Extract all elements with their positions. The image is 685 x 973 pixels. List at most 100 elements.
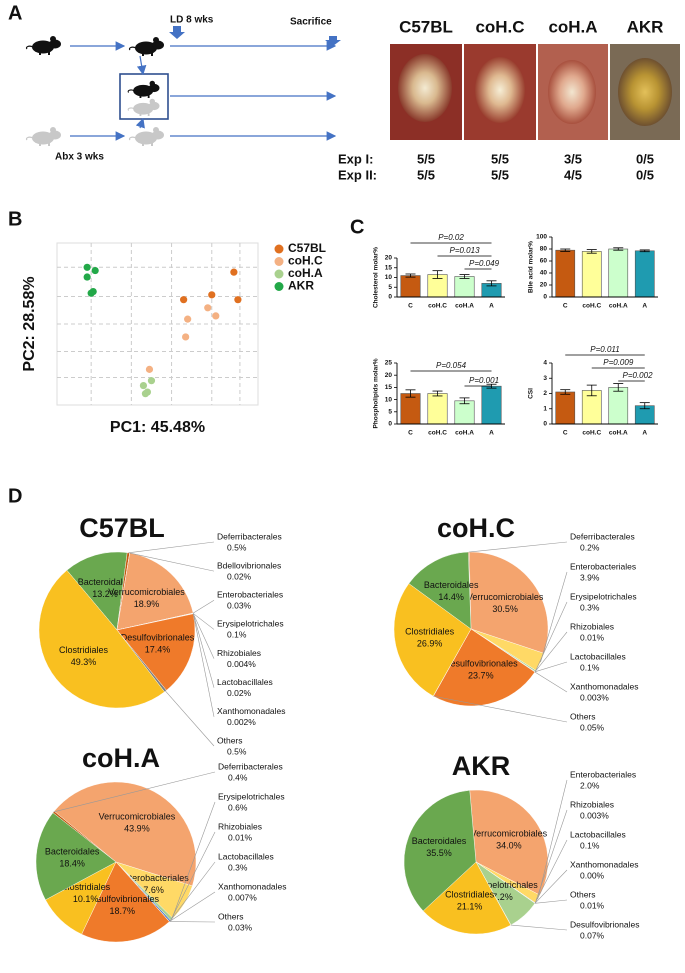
- point: [182, 333, 190, 341]
- x-tick-label: A: [489, 303, 494, 310]
- slice-label: Desulfovibrionales: [85, 894, 159, 904]
- slice-label: Xanthomonadales: [570, 859, 639, 869]
- slice-value: 18.9%: [134, 599, 160, 609]
- slice-label: Rhizobiales: [218, 821, 262, 831]
- slice-label: Deferribacterales: [570, 531, 635, 541]
- x-tick-label: C: [563, 430, 568, 437]
- point: [147, 377, 156, 385]
- pie-slice: [403, 790, 477, 912]
- leader-line: [535, 601, 568, 672]
- y-axis-label: Phospholipids molar%: [373, 358, 380, 428]
- slice-label: Lactobacillales: [217, 677, 273, 687]
- legend-label: AKR: [288, 279, 314, 293]
- pie-slice: [422, 861, 511, 935]
- leader-line: [129, 552, 215, 572]
- error-bar: [405, 273, 416, 278]
- error-bar: [586, 384, 597, 397]
- point: [139, 381, 148, 390]
- point: [83, 273, 91, 281]
- p-value: P=0.054: [436, 361, 467, 370]
- x-tick-label: coH.C: [428, 303, 447, 310]
- error-bar: [459, 274, 470, 279]
- slice-label: Enterobacteriales: [570, 561, 636, 571]
- leader-line: [169, 891, 216, 922]
- panel-label: D: [8, 485, 22, 507]
- y-axis-label: Bile acid molar%: [528, 241, 535, 293]
- y-tick-label: 100: [536, 234, 547, 241]
- slice-value: 13.2%: [92, 589, 118, 599]
- leader-line: [193, 613, 215, 688]
- y-tick-label: 20: [540, 282, 548, 289]
- schematic: [25, 26, 341, 146]
- x-tick-label: C: [563, 303, 568, 310]
- panel-label: B: [8, 208, 22, 230]
- point: [184, 315, 192, 323]
- p-value: P=0.011: [590, 345, 619, 354]
- slice-value: 21.1%: [457, 901, 483, 911]
- y-tick-label: 0: [388, 294, 392, 301]
- slice-value: 0.1%: [580, 662, 600, 672]
- slice-value: 0.02%: [227, 571, 252, 581]
- bar: [454, 400, 475, 425]
- pie-slice: [81, 861, 170, 943]
- p-value: P=0.013: [449, 246, 480, 255]
- y-tick-label: 15: [385, 264, 393, 271]
- leader-line: [169, 861, 216, 922]
- y-tick-label: 4: [543, 360, 547, 367]
- y-tick-label: 20: [385, 255, 393, 262]
- p-value: P=0.049: [469, 259, 500, 268]
- slice-label: Enterobacteriales: [119, 873, 190, 883]
- leader-line: [534, 839, 568, 904]
- bar: [555, 249, 576, 298]
- slice-value: 0.07%: [580, 930, 605, 940]
- panel-label: C: [350, 216, 364, 238]
- y-tick-label: 5: [388, 409, 392, 416]
- slice-value: 18.7%: [110, 906, 136, 916]
- slice-label: Desulfovibrionales: [121, 633, 195, 643]
- x-tick-label: C: [408, 303, 413, 310]
- slice-label: Clostridiales: [445, 889, 495, 899]
- slice-value: 18.4%: [59, 859, 85, 869]
- slice-value: 0.03%: [227, 601, 252, 611]
- p-value: P=0.002: [622, 371, 653, 380]
- slice-label: Verrucomicrobiales: [471, 828, 548, 838]
- slice-value: 43.9%: [124, 824, 150, 834]
- slice-label: Bacteroidales: [45, 847, 100, 857]
- exp-value: 0/5: [636, 167, 654, 182]
- pie-slice: [38, 569, 165, 709]
- slice-value: 0.3%: [580, 602, 600, 612]
- slice-label: Deferribacterales: [218, 761, 283, 771]
- slice-label: Enterobacteriales: [217, 590, 283, 600]
- slice-value: 0.4%: [228, 772, 248, 782]
- x-tick-label: coH.A: [609, 430, 628, 437]
- exp-value: 5/5: [491, 167, 509, 182]
- timeline-label: Abx 3 wks: [55, 152, 104, 163]
- slice-value: 0.3%: [228, 862, 248, 872]
- leader-line: [193, 613, 215, 659]
- error-bar: [613, 247, 624, 251]
- slice-value: 0.5%: [227, 746, 247, 756]
- y-axis-label: PC2: 28.58%: [21, 276, 38, 371]
- slice-value: 0.007%: [228, 892, 257, 902]
- slice-value: 34.0%: [496, 840, 522, 850]
- slice-label: Others: [218, 911, 244, 921]
- p-value: P=0.001: [469, 376, 499, 385]
- x-tick-label: coH.C: [428, 430, 447, 437]
- point: [180, 296, 188, 304]
- leader-line: [534, 809, 568, 904]
- pie-slice: [53, 781, 197, 887]
- bar: [555, 391, 576, 425]
- slice-value: 0.01%: [580, 632, 605, 642]
- slice-value: 7.6%: [143, 885, 164, 895]
- point: [230, 268, 238, 276]
- leader-line: [192, 600, 215, 614]
- slice-label: Verrucomicrobiales: [108, 587, 185, 597]
- slice-value: 0.003%: [580, 810, 609, 820]
- slice-label: Desulfovibrionales: [570, 919, 639, 929]
- p-value: P=0.009: [603, 358, 634, 367]
- bar: [400, 393, 421, 425]
- slice-value: 0.2%: [580, 542, 600, 552]
- exp-value: 5/5: [417, 167, 435, 182]
